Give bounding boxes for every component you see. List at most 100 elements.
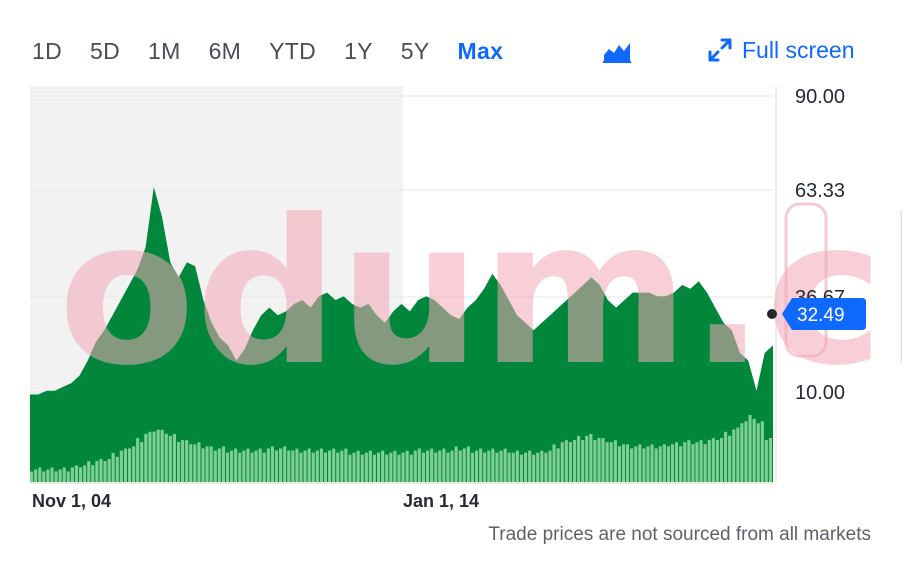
volume-bar — [470, 452, 474, 482]
volume-bar — [377, 452, 381, 482]
volume-bar — [638, 444, 642, 482]
volume-bar — [393, 450, 397, 482]
volume-bar — [315, 450, 319, 482]
volume-bar — [99, 459, 103, 482]
volume-bar — [475, 450, 479, 482]
volume-bar — [66, 471, 70, 482]
volume-bar — [74, 465, 78, 482]
volume-bar — [181, 440, 185, 482]
volume-bar — [503, 448, 507, 482]
volume-bar — [328, 450, 332, 482]
volume-bar — [287, 450, 291, 482]
volume-bar — [617, 446, 621, 482]
volume-bar — [119, 450, 123, 482]
volume-bar — [687, 440, 691, 482]
volume-bar — [172, 433, 176, 482]
volume-bar — [70, 467, 74, 482]
volume-bar — [356, 450, 360, 482]
volume-bar — [144, 433, 148, 482]
volume-bar — [115, 456, 119, 482]
volume-bar — [34, 469, 38, 482]
range-button-5d[interactable]: 5D — [90, 37, 121, 64]
range-button-1y[interactable]: 1Y — [344, 37, 373, 64]
volume-bar — [197, 442, 201, 482]
area-chart-icon[interactable] — [603, 41, 631, 63]
volume-bar — [332, 448, 336, 482]
volume-bar — [250, 452, 254, 482]
volume-bar — [42, 471, 46, 482]
fullscreen-button[interactable]: Full screen — [706, 36, 854, 64]
range-button-5y[interactable]: 5Y — [400, 37, 430, 64]
volume-bar — [107, 459, 111, 482]
price-area-series — [30, 186, 773, 482]
volume-bar — [683, 442, 687, 482]
volume-bar — [46, 469, 50, 482]
volume-bar — [764, 440, 768, 482]
volume-bar — [446, 452, 450, 482]
range-button-1m[interactable]: 1M — [148, 37, 181, 64]
volume-bar — [168, 435, 172, 482]
volume-bar — [483, 452, 487, 482]
volume-bar — [642, 448, 646, 482]
volume-bar — [136, 438, 140, 482]
volume-bar — [193, 444, 197, 482]
volume-bar — [552, 444, 556, 482]
volume-bar — [54, 471, 58, 482]
volume-bar — [434, 452, 438, 482]
volume-bar — [295, 448, 299, 482]
volume-bar — [123, 448, 127, 482]
volume-bar — [752, 419, 756, 482]
footnote: Trade prices are not sourced from all ma… — [488, 524, 871, 545]
volume-bar — [524, 452, 528, 482]
volume-bar — [307, 448, 311, 482]
volume-bar — [385, 454, 389, 482]
volume-bar — [230, 450, 234, 482]
volume-bar — [491, 448, 495, 482]
volume-bar — [156, 429, 160, 482]
volume-bar — [707, 440, 711, 482]
volume-bar — [368, 450, 372, 482]
volume-bar — [299, 452, 303, 482]
volume-bar — [246, 448, 250, 482]
volume-bar — [556, 448, 560, 482]
volume-bar — [311, 452, 315, 482]
volume-bar — [768, 438, 772, 482]
volume-bar — [666, 446, 670, 482]
range-button-1d[interactable]: 1D — [32, 37, 63, 64]
volume-bar — [662, 444, 666, 482]
volume-bar — [132, 446, 136, 482]
volume-bar — [430, 448, 434, 482]
volume-bar — [164, 433, 168, 482]
volume-bar — [87, 461, 91, 482]
volume-bar — [548, 450, 552, 482]
volume-bar — [499, 450, 503, 482]
volume-bar — [760, 421, 764, 482]
range-button-6m[interactable]: 6M — [208, 37, 242, 64]
volume-bar — [756, 423, 760, 482]
volume-bar — [626, 444, 630, 482]
volume-bar — [340, 450, 344, 482]
volume-bar — [744, 421, 748, 482]
volume-bar — [536, 452, 540, 482]
volume-bar — [38, 467, 42, 482]
volume-bar — [577, 436, 581, 482]
volume-bar — [258, 448, 262, 482]
volume-bar — [270, 446, 274, 482]
volume-bar — [417, 448, 421, 482]
volume-bar — [597, 438, 601, 482]
volume-bar — [442, 448, 446, 482]
volume-bar — [495, 452, 499, 482]
x-tick-label: Jan 1, 14 — [403, 491, 479, 511]
x-tick-label: Nov 1, 04 — [32, 491, 111, 511]
range-button-ytd[interactable]: YTD — [269, 37, 317, 64]
current-price-value: 32.49 — [797, 305, 845, 326]
volume-bar — [528, 450, 532, 482]
volume-bar — [221, 446, 225, 482]
volume-bar — [405, 450, 409, 482]
range-button-max[interactable]: Max — [457, 37, 504, 64]
volume-bar — [585, 435, 589, 482]
volume-bar — [217, 448, 221, 482]
expand-icon — [708, 38, 732, 62]
volume-bar — [544, 452, 548, 482]
